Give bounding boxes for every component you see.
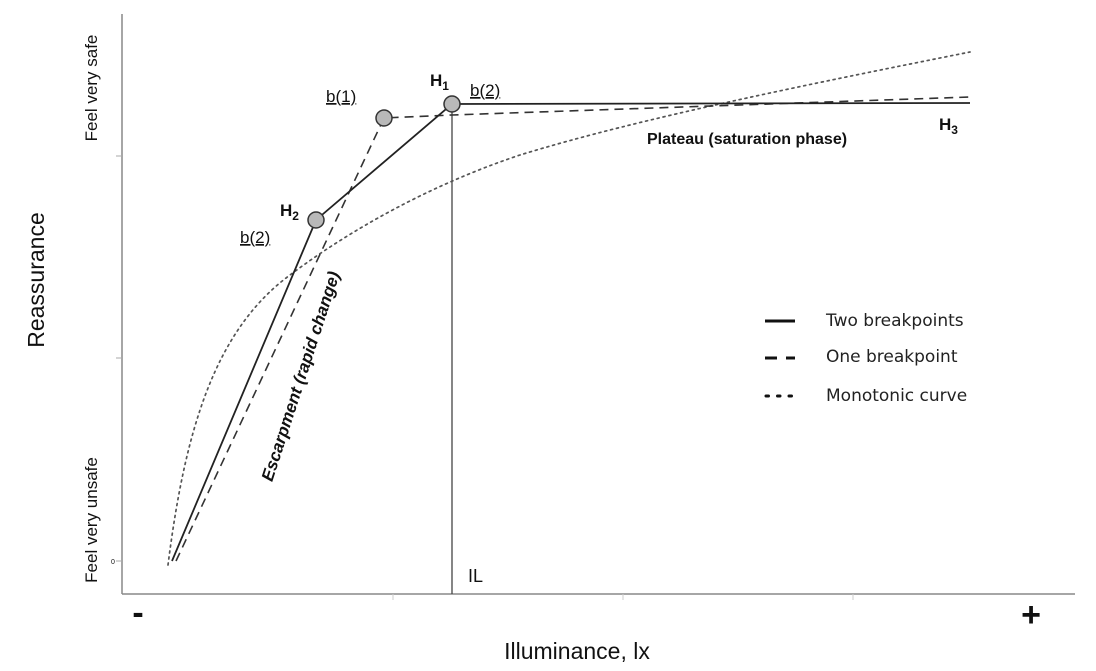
x-axis-low-end: - (132, 594, 143, 632)
y-tick-label-zero: 0 (111, 559, 115, 566)
point-label-b1: b(1) (326, 87, 356, 106)
x-axis-title: Illuminance, lx (504, 638, 650, 664)
series-two-breakpoints (171, 102, 971, 562)
escarpment-label: Escarpment (rapid change) (258, 269, 344, 484)
plateau-label: Plateau (saturation phase) (647, 131, 847, 148)
point-label-h1: H1 H1 (430, 71, 449, 93)
breakpoint-marker-h2 (307, 211, 325, 229)
legend-label-monotonic: Monotonic curve (826, 386, 967, 406)
y-tick-label-bottom: Feel very unsafe (82, 457, 101, 583)
series-monotonic-curve (167, 51, 971, 566)
y-axis-title: Reassurance (23, 212, 49, 348)
x-axis-high-end: + (1021, 596, 1041, 634)
breakpoint-marker-h1 (443, 95, 461, 113)
il-label: IL (468, 566, 483, 586)
legend-label-one-breakpoint: One breakpoint (826, 347, 958, 367)
point-label-h3: H3 (939, 115, 958, 137)
breakpoint-marker-b1 (375, 109, 393, 127)
point-label-b2-lower: b(2) (240, 228, 270, 247)
series-one-breakpoint (175, 96, 971, 562)
y-tick-label-top: Feel very safe (82, 35, 101, 142)
legend-label-two-breakpoints: Two breakpoints (825, 311, 964, 331)
point-label-h2: H2 (280, 201, 299, 223)
point-label-b2-upper: b(2) (470, 81, 500, 100)
legend: Two breakpoints One breakpoint Monotonic… (764, 311, 967, 406)
